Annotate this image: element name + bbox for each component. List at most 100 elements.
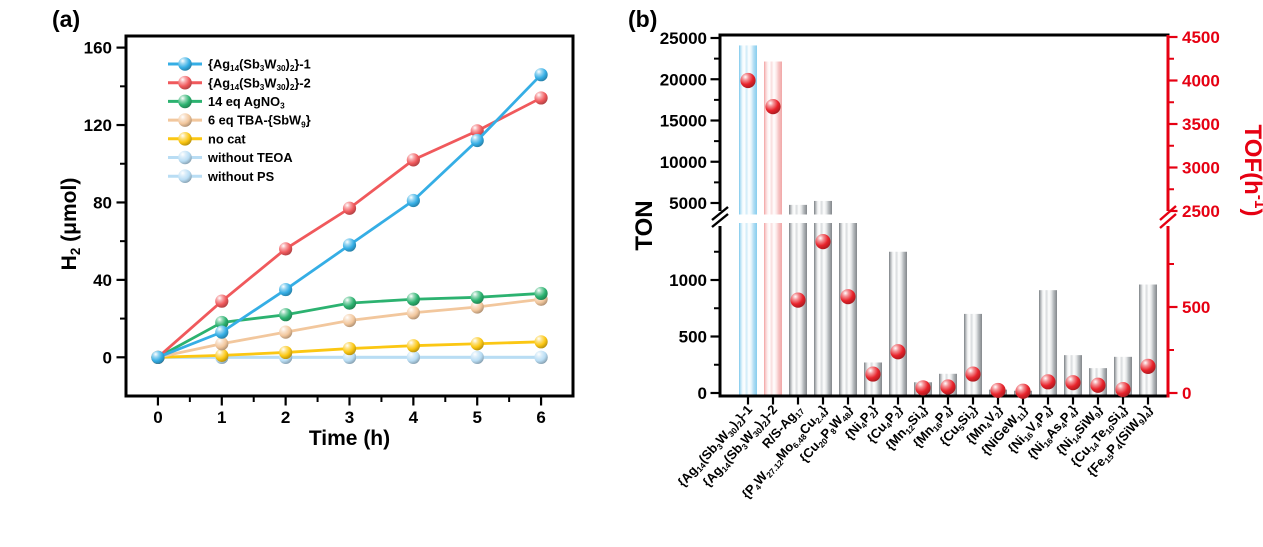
text-label: 5000	[669, 194, 707, 213]
axis-break-mark	[1159, 213, 1177, 229]
text-label: 80	[93, 193, 112, 212]
text-label: without PS	[207, 169, 275, 184]
tof-dot	[890, 344, 906, 360]
text-label: 160	[84, 39, 112, 58]
text-label: Time (h)	[309, 427, 390, 450]
tof-dot	[790, 292, 806, 308]
data-point-marker	[215, 315, 229, 330]
text-label: 0	[153, 408, 162, 427]
panel-a-axes: 0 40 80 120 160 0 1 2 3 4 5 6	[84, 39, 546, 427]
tof-dot	[1040, 374, 1056, 390]
data-point-marker	[406, 292, 420, 306]
data-point-marker	[470, 133, 484, 148]
data-point-marker	[406, 350, 420, 364]
data-point-marker	[534, 68, 548, 82]
tof-dot	[765, 99, 781, 115]
text-label: {Ag14(Sb3W30)2}-2	[208, 75, 311, 92]
panel-a-chart: 0 40 80 120 160 0 1 2 3 4 5 6 Time (h) H2 (μmol) {Ag14…	[58, 34, 575, 450]
data-point-marker	[470, 300, 484, 314]
tof-dot	[1140, 358, 1156, 374]
ton-bar	[1039, 290, 1057, 395]
text-label: 20000	[660, 70, 707, 89]
text-label: 1000	[669, 271, 707, 290]
tof-axis: 0 500 2500 3000 3500 4000 4500	[1169, 28, 1220, 403]
text-label: 3	[345, 408, 354, 427]
data-point-marker	[406, 193, 420, 208]
category-axis: {Ag14(Sb3W30)2}-1{Ag14(Sb3W30)2}-2R/S-Ag…	[674, 397, 1157, 503]
legend-sphere-marker	[178, 113, 192, 127]
axis-break-band	[722, 214, 1166, 223]
data-point-marker	[342, 238, 357, 252]
text-label: 6 eq TBA-{SbW9}	[208, 113, 311, 130]
ton-bar	[839, 221, 857, 395]
text-label: 500	[679, 328, 707, 347]
series-line	[151, 68, 548, 364]
panel-a-label: (a)	[52, 6, 81, 32]
text-label: 4000	[1182, 72, 1220, 91]
tof-dot	[1065, 375, 1081, 391]
text-label: {Ag14(Sb3W30)2}-2	[699, 402, 781, 491]
data-point-marker	[470, 124, 484, 138]
tof-dot	[840, 289, 856, 305]
text-label: 5	[472, 408, 481, 427]
text-label: 120	[84, 116, 112, 135]
text-label: 2500	[1182, 202, 1220, 221]
text-label: TON	[631, 200, 658, 250]
data-point-marker	[470, 337, 484, 351]
text-label: 4	[409, 408, 419, 427]
text-label: {Fe15P4(SiW9)4}	[1084, 402, 1157, 480]
data-point-marker	[215, 337, 229, 351]
data-point-marker	[406, 339, 420, 353]
legend-sphere-marker	[178, 150, 192, 165]
ton-axis: 0 500 1000 5000 10000 15000 20000 25000	[660, 29, 719, 403]
tof-dot	[1090, 377, 1106, 393]
text-label: 15000	[660, 112, 707, 131]
axis-break-mark	[711, 213, 729, 228]
data-point-marker	[534, 350, 548, 364]
data-point-marker	[215, 325, 229, 339]
text-label: 2	[281, 408, 290, 427]
axis-break-mark	[711, 206, 729, 221]
ton-bar	[889, 251, 907, 395]
tof-dot	[990, 382, 1006, 399]
text-label: 40	[93, 271, 112, 290]
legend-item: {Ag14(Sb3W30)2}-2	[168, 75, 311, 92]
text-label: 10000	[660, 153, 707, 172]
data-point-marker	[342, 313, 357, 328]
panel-b-chart: 0 500 1000 5000 10000 15000 20000 25000 0 500 2500…	[631, 28, 1263, 503]
data-point-marker	[470, 350, 484, 364]
legend-item: {Ag14(Sb3W30)2}-1	[168, 57, 311, 73]
ton-bar	[814, 200, 832, 395]
tof-dot	[1015, 383, 1031, 399]
legend-sphere-marker	[178, 94, 192, 109]
text-label: 0	[1182, 384, 1191, 403]
text-label: 500	[1182, 298, 1210, 317]
axis-break-mark	[1159, 205, 1177, 221]
plot-frame	[124, 34, 575, 398]
text-label: 4500	[1182, 28, 1220, 47]
text-label: 3500	[1182, 115, 1220, 134]
ton-bar	[764, 61, 782, 395]
text-label: TOF(h-1)	[1239, 125, 1263, 217]
panel-a-legend: {Ag14(Sb3W30)2}-1 {Ag14(Sb3W30)2}-2 14 eq …	[168, 57, 311, 184]
series-line	[151, 286, 548, 364]
data-point-marker	[151, 350, 165, 364]
ton-bar	[1139, 284, 1157, 395]
legend-sphere-marker	[178, 57, 192, 71]
data-point-marker	[342, 341, 357, 356]
data-point-marker	[534, 91, 548, 105]
legend-sphere-marker	[178, 132, 192, 146]
data-point-marker	[279, 308, 293, 322]
panel-b-label: (b)	[628, 6, 658, 32]
text-label: 14 eq AgNO3	[208, 94, 285, 111]
data-point-marker	[406, 153, 420, 167]
text-label: 1	[217, 408, 226, 427]
data-point-marker	[215, 294, 229, 308]
data-point-marker	[279, 345, 293, 360]
data-point-marker	[279, 282, 293, 297]
tof-dot	[815, 234, 831, 250]
text-label: {P4W27.12Mo6.48Cu2.4}	[739, 402, 832, 503]
ton-bar	[964, 313, 982, 395]
tof-dot	[965, 366, 981, 382]
